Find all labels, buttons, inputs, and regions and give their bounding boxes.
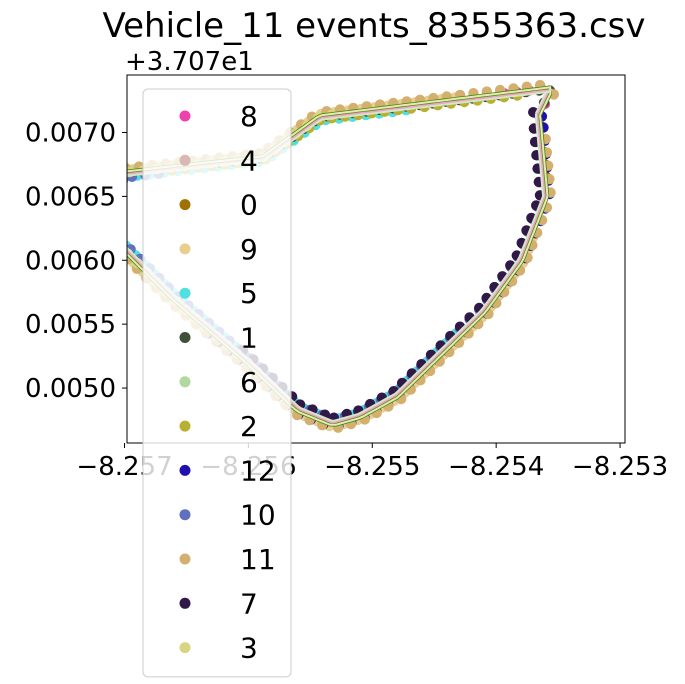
legend-marker bbox=[179, 420, 191, 432]
scatter-point bbox=[104, 230, 114, 240]
legend-label: 12 bbox=[240, 454, 276, 487]
legend-label: 11 bbox=[240, 543, 276, 576]
legend-label: 9 bbox=[240, 233, 258, 266]
scatter-point bbox=[114, 169, 124, 179]
y-offset-label: +3.707e1 bbox=[125, 47, 254, 77]
legend-label: 8 bbox=[240, 100, 258, 133]
legend: 8 4 0 9 5 1 6 2 12 10 11 7 3 bbox=[142, 88, 292, 678]
scatter-point bbox=[91, 213, 101, 223]
chart-title: Vehicle_11 events_8355363.csv bbox=[103, 6, 646, 46]
y-tick-label: 0.0065 bbox=[25, 182, 116, 212]
legend-marker bbox=[179, 110, 191, 122]
y-tick-label: 0.0050 bbox=[25, 374, 116, 404]
legend-marker bbox=[179, 553, 191, 565]
legend-label: 4 bbox=[240, 144, 258, 177]
scatter-point bbox=[98, 225, 108, 235]
legend-label: 2 bbox=[240, 410, 258, 443]
scatter-point bbox=[108, 235, 118, 245]
scatter-point bbox=[96, 214, 106, 224]
scatter-point bbox=[116, 235, 126, 245]
scatter-point bbox=[102, 222, 112, 232]
scatter-point bbox=[95, 212, 105, 222]
legend-marker bbox=[179, 642, 191, 654]
legend-label: 0 bbox=[240, 189, 258, 222]
scatter-point bbox=[111, 231, 121, 241]
axes-frame bbox=[126, 74, 626, 444]
y-tick-label: 0.0070 bbox=[25, 119, 116, 149]
legend-marker bbox=[179, 332, 191, 343]
legend-marker bbox=[179, 199, 191, 211]
legend-marker bbox=[179, 509, 191, 521]
scatter-point bbox=[97, 215, 107, 225]
legend-label: 1 bbox=[240, 322, 258, 355]
legend-marker bbox=[179, 464, 191, 476]
legend-label: 7 bbox=[240, 587, 258, 620]
scatter-point bbox=[94, 226, 104, 236]
legend-marker bbox=[179, 376, 191, 388]
scatter-point bbox=[127, 177, 128, 184]
x-tick-label: −8.254 bbox=[448, 452, 544, 482]
legend-box bbox=[142, 88, 292, 678]
legend-marker bbox=[179, 597, 191, 609]
scatter-point bbox=[103, 235, 113, 245]
legend-marker bbox=[179, 287, 191, 299]
legend-marker bbox=[179, 154, 191, 166]
legend-label: 10 bbox=[240, 499, 276, 532]
y-tick-label: 0.0055 bbox=[25, 310, 116, 340]
scatter-point bbox=[127, 171, 128, 175]
scatter-point bbox=[108, 231, 118, 241]
legend-marker bbox=[179, 243, 191, 255]
scatter-point bbox=[90, 219, 100, 229]
legend-label: 6 bbox=[240, 366, 258, 399]
scatter-point bbox=[106, 225, 116, 235]
scatter-point bbox=[99, 221, 109, 231]
x-tick-label: −8.253 bbox=[572, 452, 668, 482]
legend-label: 3 bbox=[240, 632, 258, 665]
legend-label: 5 bbox=[240, 277, 258, 310]
y-tick-label: 0.0060 bbox=[25, 246, 116, 276]
x-tick-label: −8.255 bbox=[324, 452, 420, 482]
scatter-point bbox=[127, 247, 128, 252]
scatter-point bbox=[100, 229, 110, 239]
scatter-point bbox=[94, 220, 104, 230]
